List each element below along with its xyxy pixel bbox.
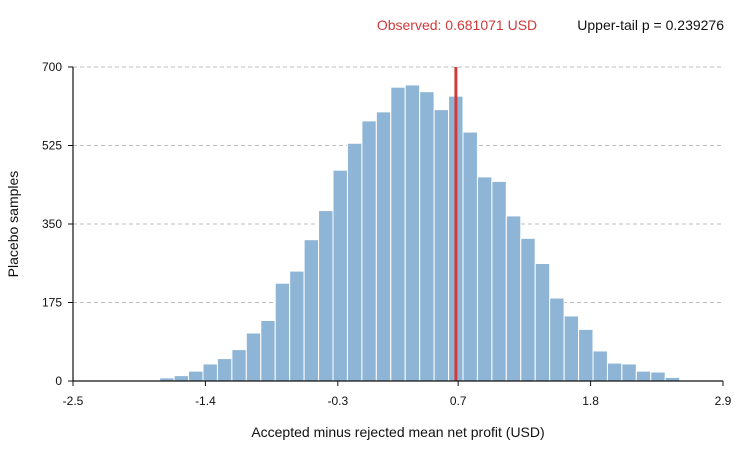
- y-tick-label: 175: [42, 296, 62, 310]
- x-tick-label: 1.8: [582, 394, 599, 408]
- x-axis-title: Accepted minus rejected mean net profit …: [251, 424, 544, 440]
- histogram-bar: [361, 120, 377, 382]
- histogram-bar: [520, 237, 536, 382]
- histogram-bar: [274, 282, 291, 382]
- y-tick-label: 0: [55, 374, 62, 388]
- histogram-bar: [173, 375, 190, 382]
- histogram-bar: [289, 270, 305, 382]
- y-tick-label: 700: [42, 60, 62, 74]
- y-tick-label: 350: [42, 217, 62, 231]
- histogram-bar: [491, 180, 507, 382]
- x-tick-label: -1.4: [195, 394, 216, 408]
- histogram-bar: [260, 319, 276, 382]
- histogram-bar: [578, 328, 594, 382]
- observed-label: Observed: 0.681071 USD: [377, 17, 537, 33]
- histogram-bar: [318, 210, 334, 382]
- x-tick-label: -2.5: [63, 394, 84, 408]
- histogram-bars: [159, 84, 681, 382]
- x-tick-label: 0.7: [450, 394, 467, 408]
- tick-labels: 0 175 350 525 700 -2.5 -1.4 -0.3 0.7 1.8 2.9: [42, 60, 732, 408]
- histogram-bar: [534, 262, 551, 382]
- x-tick-label: 2.9: [715, 394, 732, 408]
- histogram-bar: [462, 131, 478, 382]
- histogram-bar: [419, 91, 435, 382]
- histogram-bar: [390, 86, 406, 382]
- histogram-bar: [346, 142, 363, 382]
- histogram-bar: [433, 109, 450, 382]
- histogram-bar: [231, 349, 247, 382]
- p-value-label: Upper-tail p = 0.239276: [577, 17, 724, 33]
- y-axis-title: Placebo samples: [5, 171, 21, 278]
- histogram-bar: [216, 358, 233, 382]
- histogram-bar: [592, 350, 608, 382]
- histogram-bar: [476, 176, 493, 382]
- histogram-bar: [404, 84, 421, 382]
- histogram-bar: [188, 370, 204, 382]
- histogram-bar: [245, 332, 262, 382]
- histogram-bar: [505, 215, 522, 382]
- histogram-bar: [303, 239, 320, 382]
- histogram-bar: [202, 363, 218, 382]
- x-tick-label: -0.3: [327, 394, 348, 408]
- histogram-bar: [332, 169, 348, 382]
- histogram-bar: [635, 370, 652, 382]
- histogram-bar: [375, 111, 392, 382]
- y-tick-label: 525: [42, 139, 62, 153]
- histogram-bar: [650, 371, 666, 382]
- histogram-bar: [621, 363, 637, 382]
- histogram-bar: [549, 297, 565, 382]
- histogram-bar: [606, 362, 623, 382]
- histogram-bar: [563, 315, 580, 382]
